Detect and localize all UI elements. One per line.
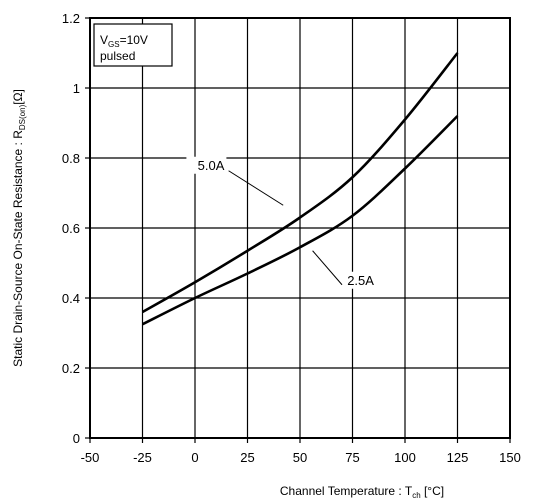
y-tick-label: 0 xyxy=(73,431,80,446)
plot-frame xyxy=(89,17,511,439)
y-tick-label: 0.4 xyxy=(62,291,80,306)
y-tick-label: 1 xyxy=(73,81,80,96)
x-tick-label: 75 xyxy=(345,450,359,465)
y-axis-title: Static Drain-Source On-State Resistance … xyxy=(11,89,27,367)
x-tick-label: -50 xyxy=(81,450,100,465)
x-tick-label: 25 xyxy=(240,450,254,465)
series-label-bg xyxy=(186,156,227,174)
y-tick-label: 0.8 xyxy=(62,151,80,166)
x-tick-label: -25 xyxy=(133,450,152,465)
y-tick-label: 0.6 xyxy=(62,221,80,236)
legend-vgs-rest: =10V xyxy=(120,33,148,47)
x-tick-label: 0 xyxy=(191,450,198,465)
series-line xyxy=(141,52,459,314)
series-label: 2.5A xyxy=(347,273,374,288)
legend-vgs-main: V xyxy=(100,33,108,47)
series-line xyxy=(141,115,459,326)
series-layer: 5.0A 2.5A xyxy=(141,52,459,326)
x-axis-title-main: Channel Temperature : T xyxy=(280,484,413,498)
grid xyxy=(85,17,511,443)
x-tick-label: 50 xyxy=(293,450,307,465)
series-label-bg xyxy=(345,271,386,289)
y-axis-title-sub: DS(on) xyxy=(18,104,27,130)
series-leader-line xyxy=(312,250,343,286)
y-tick-label: 0.2 xyxy=(62,361,80,376)
y-tick-label: 1.2 xyxy=(62,11,80,26)
x-tick-label: 150 xyxy=(499,450,521,465)
x-axis-title: Channel Temperature : Tch [°C] xyxy=(280,484,444,500)
x-axis-title-unit: [°C] xyxy=(421,484,444,498)
x-tick-label: 125 xyxy=(447,450,469,465)
legend: VGS=10V pulsed xyxy=(93,23,173,67)
series-label: 5.0A xyxy=(198,158,225,173)
x-axis-title-sub: ch xyxy=(412,491,420,500)
series-leader-line xyxy=(228,170,284,206)
legend-box xyxy=(93,23,173,67)
legend-vgs-sub: GS xyxy=(108,40,120,49)
y-axis-title-main: Static Drain-Source On-State Resistance … xyxy=(11,130,25,367)
x-tick-labels: -50 -25 0 25 50 75 100 125 150 xyxy=(81,450,521,465)
legend-line-1: VGS=10V xyxy=(100,33,148,49)
y-axis-title-unit: [Ω] xyxy=(11,89,25,105)
x-tick-label: 100 xyxy=(394,450,416,465)
legend-line-2: pulsed xyxy=(100,49,135,63)
y-tick-labels: 0 0.2 0.4 0.6 0.8 1 1.2 xyxy=(62,11,80,446)
